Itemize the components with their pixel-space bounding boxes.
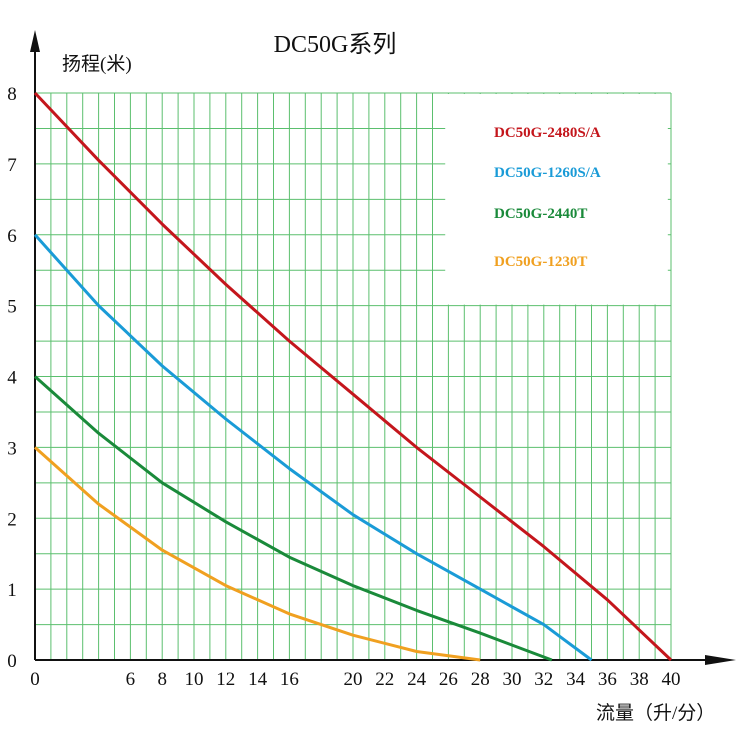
y-tick-label: 3 (7, 438, 17, 459)
x-tick-label: 26 (439, 669, 458, 690)
series-line-2 (33, 233, 593, 662)
x-tick-label: 20 (344, 669, 363, 690)
x-tick-label: 30 (503, 669, 522, 690)
y-axis-arrow (30, 30, 40, 52)
series-lines (33, 91, 673, 662)
legend-entry-1: DC50G-2480S/A (494, 125, 601, 141)
chart-title: DC50G系列 (274, 31, 397, 58)
y-tick-label: 2 (7, 509, 17, 530)
y-tick-label: 4 (7, 368, 17, 389)
grid (35, 92, 672, 660)
y-axis-label: 扬程(米) (62, 53, 132, 75)
series-line-3 (34, 375, 553, 662)
y-tick-label: 8 (7, 84, 17, 105)
x-tick-label: 12 (216, 669, 235, 690)
legend-entry-4: DC50G-1230T (494, 254, 587, 270)
y-tick-label: 1 (7, 580, 17, 601)
axes (30, 30, 736, 665)
x-tick-label: 0 (30, 669, 40, 690)
legend-box (445, 94, 668, 305)
x-axis-arrow (705, 655, 736, 665)
legend-entry-2: DC50G-1260S/A (494, 165, 601, 181)
x-tick-label: 28 (471, 669, 490, 690)
x-tick-label: 16 (280, 669, 299, 690)
x-tick-label: 40 (662, 669, 681, 690)
series-line-1 (33, 91, 673, 662)
series-line-4 (34, 446, 481, 662)
y-tick-label: 6 (7, 226, 17, 247)
y-tick-label: 0 (7, 651, 17, 672)
x-axis-label: 流量（升/分） (596, 702, 715, 724)
x-tick-label: 38 (630, 669, 649, 690)
x-tick-label: 6 (126, 669, 136, 690)
y-tick-label: 5 (7, 297, 17, 318)
x-tick-label: 34 (566, 669, 586, 690)
x-tick-label: 8 (157, 669, 167, 690)
x-tick-label: 32 (534, 669, 553, 690)
legend-entry-3: DC50G-2440T (494, 206, 587, 222)
x-tick-label: 14 (248, 669, 268, 690)
x-tick-label: 10 (185, 669, 204, 690)
x-tick-label: 24 (407, 669, 427, 690)
legend: DC50G-2480S/A DC50G-1260S/A DC50G-2440T DC5… (494, 125, 601, 270)
x-tick-label: 22 (375, 669, 394, 690)
x-tick-label: 36 (598, 669, 617, 690)
y-tick-label: 7 (7, 155, 17, 176)
tick-labels: 0 6 8 10 12 14 16 20 22 24 26 28 30 32 34 36 38 400123456… (7, 84, 680, 690)
